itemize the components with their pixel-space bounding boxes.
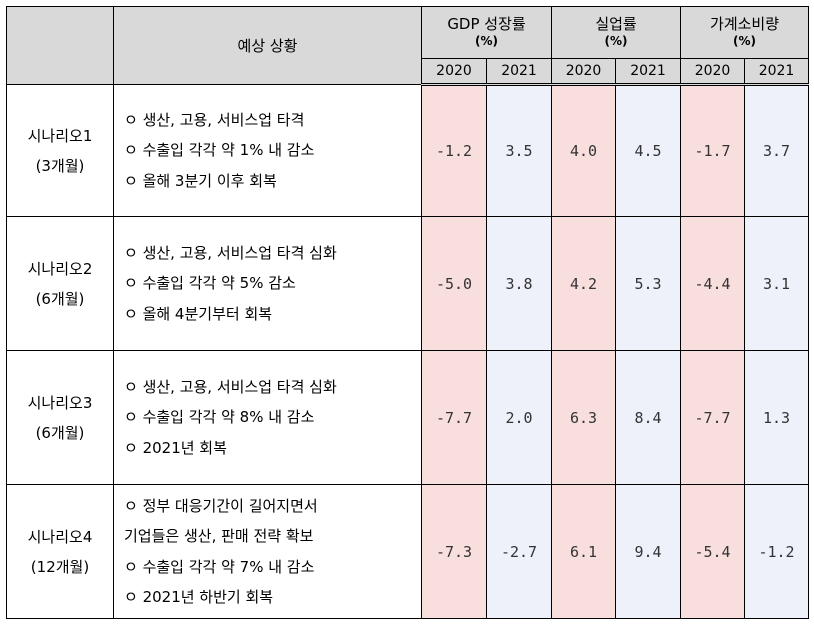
- description-line: ㅇ 2021년 하반기 회복: [124, 588, 274, 606]
- gdp-2021-value: 3.8: [485, 216, 553, 351]
- scenario-table: 예상 상황 GDP 성장률 (%) 실업률 (%) 가계소비량 (%) 2020…: [6, 6, 810, 619]
- scenario-name: 시나리오2: [27, 259, 93, 278]
- year-header: 2020: [551, 58, 617, 86]
- scenario-name-cell: 시나리오3 (6개월): [6, 350, 114, 485]
- gdp-2021-value: -2.7: [485, 484, 553, 619]
- scenario-name-cell: 시나리오1 (3개월): [6, 84, 114, 217]
- description-line: ㅇ 수출입 각각 약 5% 감소: [124, 274, 296, 293]
- group-title: 가계소비량: [710, 14, 780, 33]
- group-unit: (%): [733, 33, 757, 48]
- description-line: ㅇ 수출입 각각 약 1% 내 감소: [124, 141, 315, 160]
- gdp-2021-value: 2.0: [485, 350, 553, 485]
- year-header: 2020: [680, 58, 746, 86]
- gdp-2021-value: 3.5: [485, 84, 553, 217]
- description-cell: ㅇ 생산, 고용, 서비스업 타격 심화 ㅇ 수출입 각각 약 8% 내 감소 …: [113, 350, 422, 485]
- description-line: ㅇ 생산, 고용, 서비스업 타격: [124, 110, 305, 129]
- unemployment-2021-value: 9.4: [615, 484, 682, 619]
- table-row: 시나리오3 (6개월) ㅇ 생산, 고용, 서비스업 타격 심화 ㅇ 수출입 각…: [6, 350, 810, 485]
- description-cell: ㅇ 생산, 고용, 서비스업 타격 심화 ㅇ 수출입 각각 약 5% 감소 ㅇ …: [113, 216, 422, 351]
- consumption-2021-value: 3.7: [744, 84, 810, 217]
- table-row: 시나리오1 (3개월) ㅇ 생산, 고용, 서비스업 타격 ㅇ 수출입 각각 약…: [6, 84, 810, 217]
- description-line: 기업들은 생산, 판매 전략 확보: [124, 527, 314, 545]
- unemployment-2021-value: 5.3: [615, 216, 682, 351]
- consumption-2021-value: -1.2: [744, 484, 810, 619]
- description-line: ㅇ 수출입 각각 약 7% 내 감소: [124, 557, 315, 576]
- scenario-name-cell: 시나리오2 (6개월): [6, 216, 114, 351]
- year-header: 2021: [744, 58, 810, 86]
- scenario-duration: (3개월): [35, 156, 85, 175]
- unemployment-2021-value: 8.4: [615, 350, 682, 485]
- consumption-2020-value: -7.7: [680, 350, 746, 485]
- unemployment-2020-value: 6.1: [551, 484, 617, 619]
- year-header: 2020: [421, 58, 487, 86]
- consumption-2020-value: -4.4: [680, 216, 746, 351]
- scenario-duration: (12개월): [30, 557, 90, 576]
- unemployment-2020-value: 6.3: [551, 350, 617, 485]
- description-line: ㅇ 2021년 회복: [124, 438, 227, 457]
- year-header: 2021: [615, 58, 682, 86]
- unemployment-2021-value: 4.5: [615, 84, 682, 217]
- scenario-name: 시나리오4: [27, 527, 93, 546]
- group-title: 실업률: [595, 14, 637, 33]
- table-row: 시나리오2 (6개월) ㅇ 생산, 고용, 서비스업 타격 심화 ㅇ 수출입 각…: [6, 216, 810, 351]
- gdp-2020-value: -1.2: [421, 84, 487, 217]
- scenario-duration: (6개월): [35, 289, 85, 308]
- year-header: 2021: [485, 58, 553, 86]
- consumption-2021-value: 3.1: [744, 216, 810, 351]
- description-header: 예상 상황: [113, 6, 422, 85]
- gdp-2020-value: -7.7: [421, 350, 487, 485]
- consumption-2020-value: -5.4: [680, 484, 746, 619]
- scenario-header-cell: [6, 6, 114, 85]
- group-unit: (%): [604, 33, 628, 48]
- table-row: 시나리오4 (12개월) ㅇ 정부 대응기간이 길어지면서 기업들은 생산, 판…: [6, 484, 810, 619]
- unemployment-2020-value: 4.0: [551, 84, 617, 217]
- gdp-2020-value: -7.3: [421, 484, 487, 619]
- description-line: ㅇ 정부 대응기간이 길어지면서: [124, 496, 318, 515]
- gdp-2020-value: -5.0: [421, 216, 487, 351]
- gdp-growth-header: GDP 성장률 (%): [420, 6, 553, 59]
- consumption-2020-value: -1.7: [680, 84, 746, 217]
- group-unit: (%): [475, 33, 498, 48]
- household-consumption-header: 가계소비량 (%): [680, 6, 810, 59]
- group-title: GDP 성장률: [447, 14, 526, 33]
- consumption-2021-value: 1.3: [744, 350, 810, 485]
- description-line: ㅇ 올해 3분기 이후 회복: [124, 171, 277, 190]
- description-line: ㅇ 수출입 각각 약 8% 내 감소: [124, 408, 315, 427]
- scenario-duration: (6개월): [35, 423, 85, 442]
- unemployment-2020-value: 4.2: [551, 216, 617, 351]
- description-line: ㅇ 올해 4분기부터 회복: [124, 304, 273, 323]
- scenario-name: 시나리오1: [27, 126, 93, 145]
- description-line: ㅇ 생산, 고용, 서비스업 타격 심화: [124, 377, 337, 396]
- description-cell: ㅇ 생산, 고용, 서비스업 타격 ㅇ 수출입 각각 약 1% 내 감소 ㅇ 올…: [113, 84, 422, 217]
- scenario-name-cell: 시나리오4 (12개월): [6, 484, 114, 619]
- description-cell: ㅇ 정부 대응기간이 길어지면서 기업들은 생산, 판매 전략 확보 ㅇ 수출입…: [113, 484, 422, 619]
- description-line: ㅇ 생산, 고용, 서비스업 타격 심화: [124, 243, 337, 262]
- scenario-name: 시나리오3: [27, 393, 93, 412]
- unemployment-header: 실업률 (%): [551, 6, 682, 59]
